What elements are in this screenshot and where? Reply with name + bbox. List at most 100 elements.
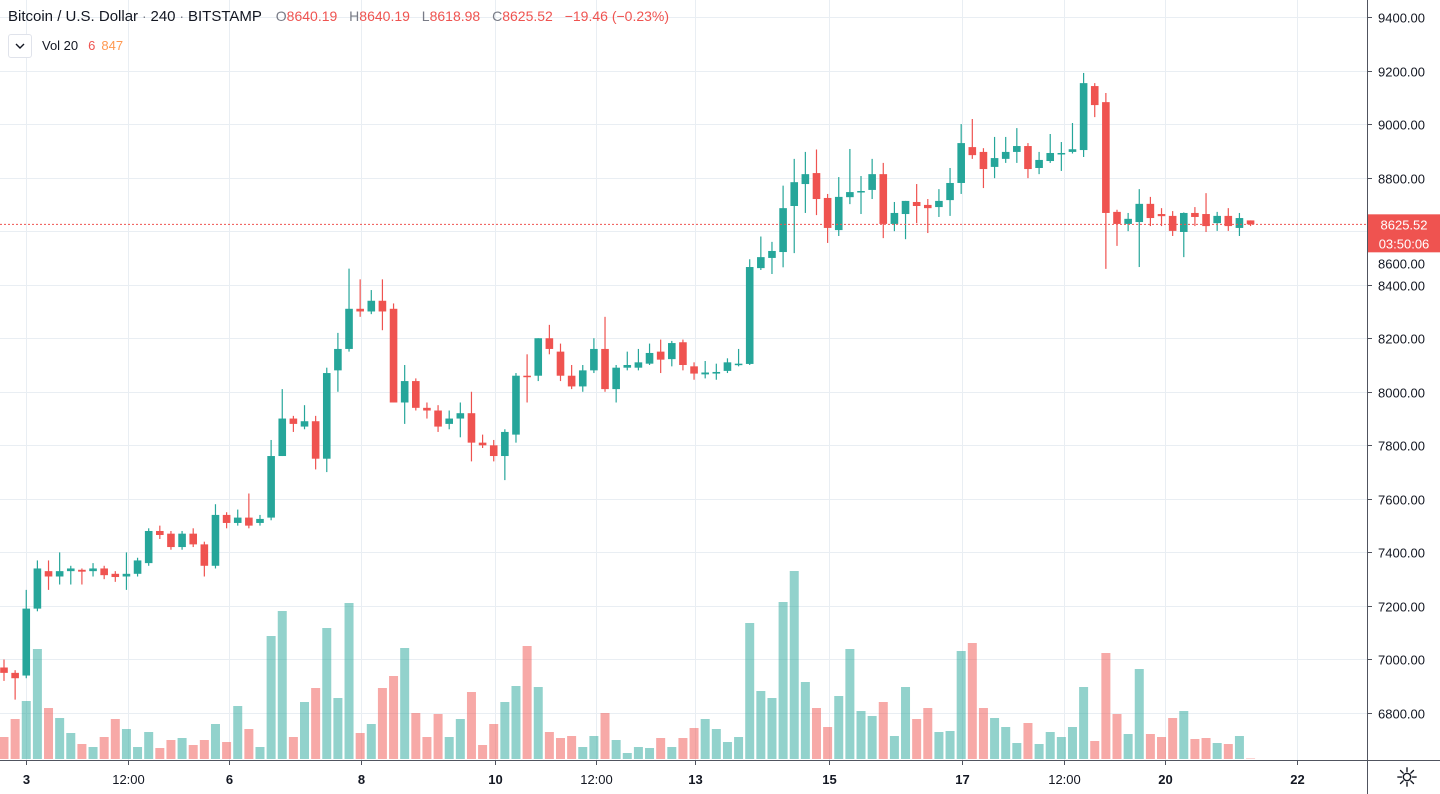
volume-value: 6 [88,38,96,53]
volume-bar [455,719,465,759]
candle-body [790,182,799,206]
candle [623,351,632,371]
time-axis-labels[interactable]: 3 12:00 6 8 10 12:00 13 15 17 12:00 20 22 [23,760,1305,787]
volume-bar [656,738,666,759]
volume-bar [1201,738,1211,759]
volume-bar [1145,734,1155,759]
volume-bar [767,698,777,759]
candle-body [946,182,954,201]
volume-bar [377,688,387,759]
volume-bar [489,724,499,759]
volume-bar [1112,714,1122,759]
candle [779,185,787,268]
candle [612,365,620,403]
candle [1191,207,1199,227]
candle-body [1202,214,1210,227]
price-axis-bg[interactable] [1367,0,1440,794]
candle [601,316,609,392]
volume-bar [300,702,310,759]
gear-icon[interactable] [1396,766,1418,788]
candle-body [567,375,576,387]
candle [389,303,398,403]
candle-body [1179,212,1188,232]
candle-body [178,533,186,548]
candle-body [167,533,175,548]
volume-bar [233,706,243,759]
candle-body [467,413,476,443]
candle-body [33,568,42,609]
separator: · [141,8,147,24]
y-tick-label: 9000.00 [1378,118,1425,133]
candle-body [1102,102,1110,213]
candle [33,560,42,612]
candle [78,568,86,585]
volume-bar [0,737,9,759]
volume-bar [967,643,977,759]
candle-body [278,418,287,457]
candle [0,659,8,681]
candle [1235,212,1244,236]
candle-body [601,348,609,390]
x-tick-label: 6 [226,772,233,787]
x-tick-label: 12:00 [580,772,613,787]
low-label: L [421,8,430,24]
candle-body [612,367,620,390]
volume-bar [311,688,321,759]
candle [801,151,810,213]
candle-body [300,421,309,427]
candle [990,136,999,179]
candle-body [78,569,86,572]
candle-body [0,667,8,673]
volume-bar [923,708,933,759]
candle [790,158,799,254]
candle [89,563,97,577]
candle-body [923,204,932,209]
candle [668,340,676,367]
volume-bar [1001,727,1011,759]
candle-body [556,351,565,376]
candle-body [712,371,721,374]
candle-body [489,445,498,457]
candle [590,338,598,374]
x-tick-label: 22 [1290,772,1304,787]
candle [1179,212,1188,258]
volume-bar [611,740,621,759]
x-tick-label: 13 [688,772,702,787]
collapse-legend-button[interactable] [8,34,32,58]
volume-bar [411,713,421,759]
candle-body [434,410,442,427]
candle [122,552,131,590]
volume-legend: Vol 20 6 847 [8,34,123,58]
candle-body [1090,86,1099,106]
candle [1024,143,1032,179]
candle [812,149,821,216]
candle-body [634,362,643,368]
volume-bar [778,602,788,759]
candle-body [668,343,676,360]
candle [1001,136,1010,163]
candle [968,118,977,159]
candle [757,236,765,270]
candle [567,365,576,390]
volume-bar [711,729,721,759]
volume-bar [1223,744,1233,759]
x-tick-label: 12:00 [1048,772,1081,787]
volume-bar [400,648,410,759]
candle [501,429,509,481]
volume-bar [66,733,76,759]
candle-body [311,421,320,459]
candle-body [512,375,520,435]
candle [834,177,843,236]
candle [935,189,943,217]
candle-body [1068,149,1077,152]
interval: 240 [150,8,176,25]
candle [467,391,476,462]
candle-body [222,514,231,523]
candle-body [44,571,53,577]
candle [367,290,376,315]
candle-body [378,300,387,312]
candle [556,343,565,382]
x-tick-label: 8 [358,772,365,787]
candle [534,338,543,382]
